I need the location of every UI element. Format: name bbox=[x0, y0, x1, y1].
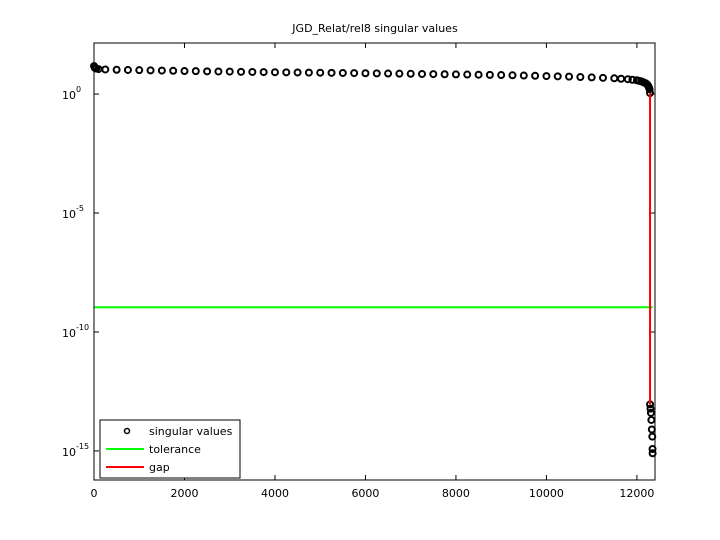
y-tick-label: 10-15 bbox=[62, 441, 89, 459]
x-tick-label: 2000 bbox=[170, 487, 198, 500]
data-point bbox=[648, 445, 657, 454]
data-point bbox=[406, 69, 415, 78]
data-point bbox=[647, 415, 656, 424]
data-point bbox=[237, 67, 246, 76]
data-point bbox=[191, 67, 200, 76]
x-tick-label: 12000 bbox=[619, 487, 654, 500]
data-point bbox=[123, 65, 132, 74]
data-point bbox=[576, 73, 585, 82]
data-point bbox=[361, 69, 370, 78]
data-point bbox=[327, 68, 336, 77]
data-point bbox=[214, 67, 223, 76]
y-tick-base: 10 bbox=[62, 208, 76, 221]
data-point bbox=[146, 66, 155, 75]
data-point bbox=[565, 72, 574, 81]
data-point bbox=[429, 70, 438, 79]
data-point bbox=[157, 66, 166, 75]
data-point bbox=[101, 65, 110, 74]
data-point bbox=[474, 70, 483, 79]
data-point bbox=[519, 71, 528, 80]
x-tick-label: 10000 bbox=[529, 487, 564, 500]
data-point bbox=[451, 70, 460, 79]
data-point bbox=[372, 69, 381, 78]
y-tick-exponent: 0 bbox=[76, 85, 81, 94]
data-point bbox=[270, 68, 279, 77]
data-point bbox=[203, 67, 212, 76]
data-point bbox=[542, 72, 551, 81]
y-tick-label: 10-10 bbox=[62, 322, 89, 340]
chart-title: JGD_Relat/rel8 singular values bbox=[291, 22, 458, 35]
data-point bbox=[645, 85, 654, 94]
data-point bbox=[531, 71, 540, 80]
data-point bbox=[384, 69, 393, 78]
data-point bbox=[463, 70, 472, 79]
data-point bbox=[485, 70, 494, 79]
data-point bbox=[225, 67, 234, 76]
data-point bbox=[646, 408, 655, 417]
data-point bbox=[497, 71, 506, 80]
data-point bbox=[350, 69, 359, 78]
x-tick-label: 8000 bbox=[442, 487, 470, 500]
data-point bbox=[293, 68, 302, 77]
axes-box bbox=[93, 42, 656, 481]
data-point bbox=[418, 69, 427, 78]
data-point bbox=[259, 68, 268, 77]
data-point bbox=[169, 66, 178, 75]
x-tick-label: 4000 bbox=[261, 487, 289, 500]
data-point bbox=[587, 73, 596, 82]
y-tick-label: 10-5 bbox=[62, 204, 84, 222]
data-point bbox=[395, 69, 404, 78]
legend-marker bbox=[123, 427, 131, 435]
data-point bbox=[135, 66, 144, 75]
y-tick-exponent: -5 bbox=[76, 204, 84, 213]
y-tick-exponent: -15 bbox=[76, 441, 89, 450]
legend-label: gap bbox=[149, 461, 170, 474]
data-point bbox=[508, 71, 517, 80]
data-point bbox=[304, 68, 313, 77]
y-tick-base: 10 bbox=[62, 446, 76, 459]
y-tick-exponent: -10 bbox=[76, 322, 89, 331]
data-point bbox=[623, 75, 632, 84]
y-tick-label: 100 bbox=[62, 85, 81, 103]
data-point bbox=[282, 68, 291, 77]
x-tick-label: 6000 bbox=[351, 487, 379, 500]
y-tick-base: 10 bbox=[62, 89, 76, 102]
data-point bbox=[598, 73, 607, 82]
data-point bbox=[112, 65, 121, 74]
x-tick-label: 0 bbox=[91, 487, 98, 500]
y-tick-base: 10 bbox=[62, 327, 76, 340]
data-point bbox=[440, 70, 449, 79]
data-point bbox=[248, 67, 257, 76]
data-point bbox=[648, 449, 657, 458]
data-point bbox=[646, 404, 655, 413]
data-point bbox=[180, 67, 189, 76]
legend-label: singular values bbox=[149, 425, 233, 438]
data-point bbox=[338, 68, 347, 77]
legend-label: tolerance bbox=[149, 443, 201, 456]
data-point bbox=[316, 68, 325, 77]
data-point bbox=[553, 72, 562, 81]
